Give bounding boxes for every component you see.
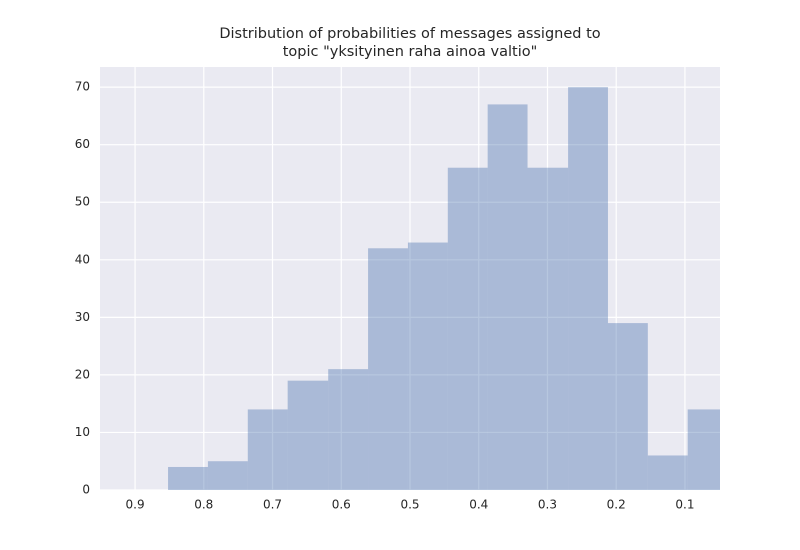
- bar: [447, 167, 488, 490]
- y-tick-label: 0: [82, 483, 90, 497]
- y-tick-label: 70: [75, 80, 90, 94]
- x-tick-label: 0.8: [194, 498, 213, 512]
- bar: [407, 242, 448, 490]
- y-tick-label: 40: [75, 252, 90, 266]
- bar: [687, 409, 720, 490]
- bar: [527, 167, 569, 490]
- bar: [168, 466, 208, 490]
- x-tick-label: 0.4: [469, 498, 488, 512]
- x-tick-label: 0.2: [607, 498, 626, 512]
- x-tick-label: 0.3: [538, 498, 557, 512]
- bar: [607, 323, 648, 490]
- bar: [328, 369, 369, 490]
- x-tick-label: 0.7: [263, 498, 282, 512]
- y-tick-label: 10: [75, 425, 90, 439]
- x-tick-label: 0.6: [332, 498, 351, 512]
- chart-title: Distribution of probabilities of message…: [219, 26, 600, 42]
- bar: [647, 455, 688, 490]
- bar: [247, 409, 288, 490]
- chart-title: topic "yksityinen raha ainoa valtio": [283, 44, 538, 60]
- y-tick-label: 60: [75, 137, 90, 151]
- bars: [168, 87, 720, 490]
- y-tick-label: 20: [75, 367, 90, 381]
- x-tick-label: 0.9: [126, 498, 145, 512]
- grid: [100, 67, 720, 491]
- bar: [487, 104, 528, 490]
- bar: [568, 87, 608, 490]
- y-tick-label: 30: [75, 310, 90, 324]
- x-tick-label: 0.5: [400, 498, 419, 512]
- bar: [368, 248, 408, 490]
- y-tick-label: 50: [75, 195, 90, 209]
- bar: [287, 380, 329, 490]
- x-tick-label: 0.1: [675, 498, 694, 512]
- bar: [207, 461, 248, 490]
